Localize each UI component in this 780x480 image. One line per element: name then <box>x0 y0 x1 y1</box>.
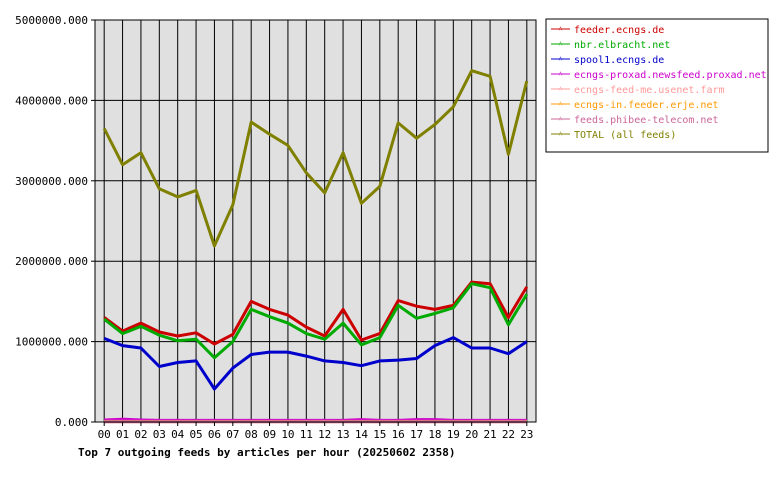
x-tick-label: 07 <box>226 428 239 441</box>
plot-frame <box>94 19 537 423</box>
x-tick-label: 08 <box>245 428 258 441</box>
legend-marker: ^ <box>559 85 563 94</box>
legend-marker: ^ <box>559 55 563 64</box>
legend-label: ecngs-in.feeder.erje.net <box>574 100 719 111</box>
x-tick-label: 05 <box>189 428 202 441</box>
x-tick-label: 16 <box>392 428 405 441</box>
x-tick-label: 09 <box>263 428 276 441</box>
y-tick-label: 3000000.000 <box>15 175 88 188</box>
x-tick-label: 06 <box>208 428 221 441</box>
legend-marker: ^ <box>559 70 563 79</box>
x-tick-label: 17 <box>410 428 423 441</box>
y-tick-label: 5000000.000 <box>15 14 88 27</box>
legend-marker: ^ <box>559 100 563 109</box>
x-tick-label: 13 <box>336 428 349 441</box>
legend-label: nbr.elbracht.net <box>574 40 670 51</box>
y-tick-label: 4000000.000 <box>15 94 88 107</box>
legend-marker: ^ <box>559 25 563 34</box>
x-tick-label: 19 <box>447 428 460 441</box>
x-tick-label: 04 <box>171 428 185 441</box>
legend: ^ feeder.ecngs.de ^ nbr.elbracht.net ^ spool1… <box>545 18 769 153</box>
x-tick-label: 21 <box>483 428 496 441</box>
y-tick-label: 1000000.000 <box>15 336 88 349</box>
x-tick-label: 10 <box>281 428 294 441</box>
legend-label: TOTAL (all feeds) <box>574 130 676 141</box>
x-tick-label: 23 <box>520 428 533 441</box>
legend-label: ecngs-feed-me.usenet.farm <box>574 85 725 96</box>
x-tick-label: 00 <box>98 428 111 441</box>
y-tick-label: 2000000.000 <box>15 255 88 268</box>
x-tick-label: 03 <box>153 428 166 441</box>
legend-label: feeder.ecngs.de <box>574 25 664 36</box>
series-line <box>103 336 528 391</box>
y-tick-label: 0.000 <box>55 416 88 429</box>
legend-marker: ^ <box>559 115 563 124</box>
legend-marker: ^ <box>559 40 563 49</box>
legend-label: spool1.ecngs.de <box>574 55 664 66</box>
x-tick-label: 20 <box>465 428 478 441</box>
series-line <box>102 69 529 248</box>
axes: 0.000 1000000.000 2000000.000 3000000.000 40… <box>15 14 537 441</box>
x-tick-label: 15 <box>373 428 386 441</box>
legend-label: ecngs-proxad.newsfeed.proxad.net <box>574 70 767 81</box>
x-tick-label: 22 <box>502 428 515 441</box>
x-tick-label: 11 <box>300 428 313 441</box>
x-tick-label: 01 <box>116 428 129 441</box>
chart-title: Top 7 outgoing feeds by articles per hou… <box>78 446 456 459</box>
x-tick-label: 02 <box>134 428 147 441</box>
legend-marker: ^ <box>559 130 563 139</box>
series-line <box>103 282 529 360</box>
legend-label: feeds.phibee-telecom.net <box>574 115 719 126</box>
x-tick-label: 12 <box>318 428 331 441</box>
plot-area <box>95 20 536 422</box>
x-tick-label: 18 <box>428 428 441 441</box>
x-tick-label: 14 <box>355 428 369 441</box>
legend-box <box>545 18 769 153</box>
